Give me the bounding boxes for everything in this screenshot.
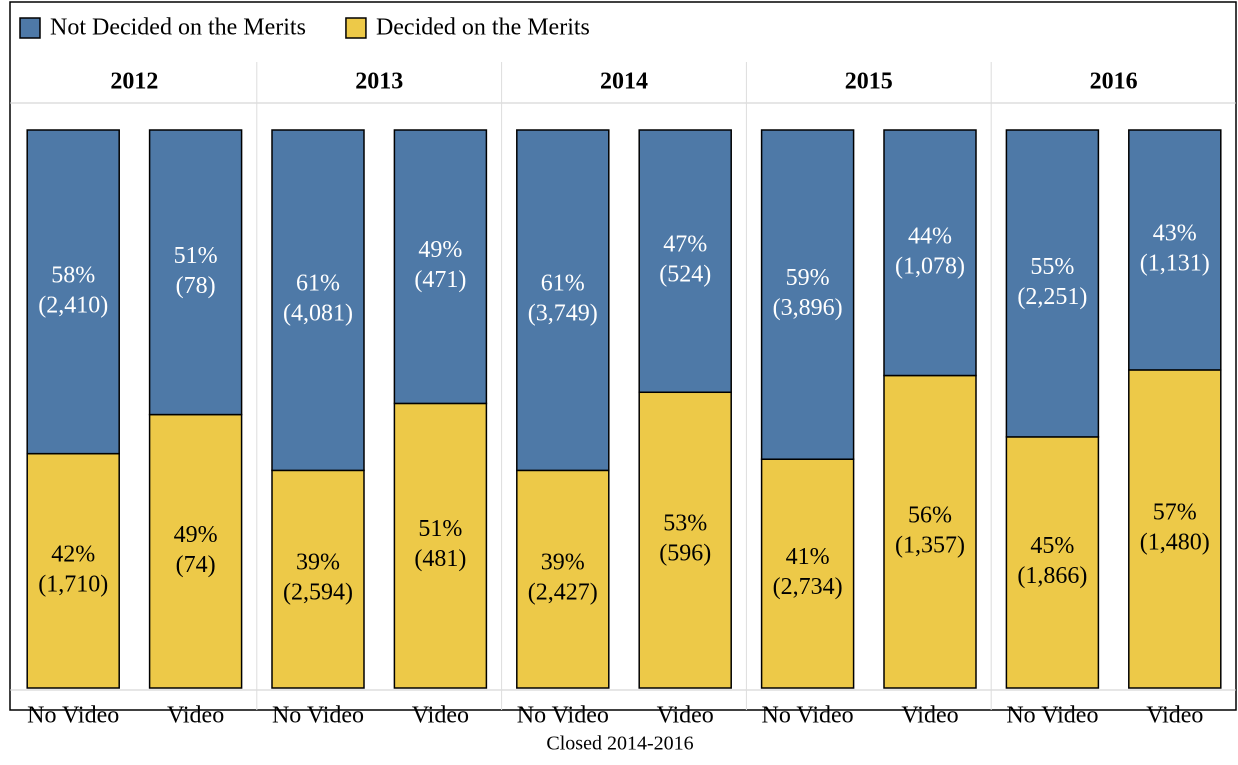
x-tick-label: No Video (517, 703, 609, 729)
count-label: (3,896) (773, 295, 843, 321)
legend-swatch (345, 17, 367, 39)
count-label: (1,078) (895, 253, 965, 279)
bar-segment (760, 129, 855, 460)
bar-segment (883, 374, 977, 689)
value-label: 47% (663, 232, 707, 258)
count-label: (1,131) (1140, 250, 1210, 276)
count-label: (1,480) (1140, 529, 1210, 555)
bar-segment (516, 129, 610, 472)
x-tick-label: Video (901, 703, 958, 729)
bar-segment (1005, 129, 1100, 438)
count-label: (481) (414, 546, 466, 572)
bar-segment (883, 129, 977, 377)
value-label: 39% (541, 550, 585, 576)
x-tick-label: No Video (272, 703, 364, 729)
count-label: (2,410) (38, 292, 108, 318)
count-label: (2,734) (773, 574, 843, 600)
value-label: 45% (1030, 533, 1074, 559)
legend-label: Not Decided on the Merits (50, 15, 306, 41)
x-tick-label: Video (657, 703, 714, 729)
value-label: 44% (908, 223, 952, 249)
count-label: (74) (176, 552, 216, 578)
bar-segment (271, 469, 365, 689)
legend-label: Decided on the Merits (376, 15, 590, 41)
value-label: 53% (663, 511, 707, 537)
bar-segment (393, 402, 488, 689)
panel-title: 2016 (1090, 69, 1138, 95)
panel-title: 2014 (600, 69, 648, 95)
frame (9, 1, 1237, 711)
count-label: (2,594) (283, 580, 353, 606)
bar-segment (638, 391, 732, 689)
panel-title: 2015 (845, 69, 893, 95)
x-tick-label: Video (1146, 703, 1203, 729)
bar-segment (1128, 369, 1222, 689)
bar-segment (148, 413, 243, 689)
value-label: 42% (51, 541, 95, 567)
value-label: 58% (51, 262, 95, 288)
value-label: 55% (1030, 254, 1074, 280)
value-label: 51% (174, 243, 218, 269)
value-label: 56% (908, 502, 952, 528)
count-label: (1,710) (38, 571, 108, 597)
x-tick-label: Video (412, 703, 469, 729)
count-label: (4,081) (283, 301, 353, 327)
value-label: 61% (296, 271, 340, 297)
count-label: (471) (414, 267, 466, 293)
bar-segment (1005, 436, 1100, 689)
bar-segment (516, 469, 610, 689)
bar-segment (148, 129, 243, 416)
x-tick-label: No Video (1006, 703, 1098, 729)
count-label: (596) (659, 541, 711, 567)
value-label: 59% (786, 265, 830, 291)
value-label: 43% (1153, 220, 1197, 246)
value-label: 61% (541, 271, 585, 297)
value-label: 49% (174, 522, 218, 548)
x-tick-label: No Video (762, 703, 854, 729)
value-label: 41% (786, 544, 830, 570)
bar-segment (393, 129, 488, 405)
footer: Closed 2014-2016 (546, 733, 693, 755)
count-label: (3,749) (528, 301, 598, 327)
x-tick-label: No Video (27, 703, 119, 729)
count-label: (1,866) (1017, 563, 1087, 589)
value-label: 57% (1153, 499, 1197, 525)
count-label: (1,357) (895, 532, 965, 558)
bar-segment (26, 129, 120, 455)
count-label: (2,251) (1017, 284, 1087, 310)
count-label: (524) (659, 262, 711, 288)
count-label: (78) (176, 273, 216, 299)
panel-title: 2013 (355, 69, 403, 95)
bar-segment (271, 129, 365, 472)
bar-segment (760, 458, 855, 689)
value-label: 49% (418, 237, 462, 263)
value-label: 51% (418, 516, 462, 542)
panel-title: 2012 (110, 69, 158, 95)
x-tick-label: Video (167, 703, 224, 729)
bar-segment (638, 129, 732, 394)
bar-segment (1128, 129, 1222, 371)
bar-segment (26, 452, 120, 689)
value-label: 39% (296, 550, 340, 576)
count-label: (2,427) (528, 580, 598, 606)
legend-swatch (19, 17, 41, 39)
